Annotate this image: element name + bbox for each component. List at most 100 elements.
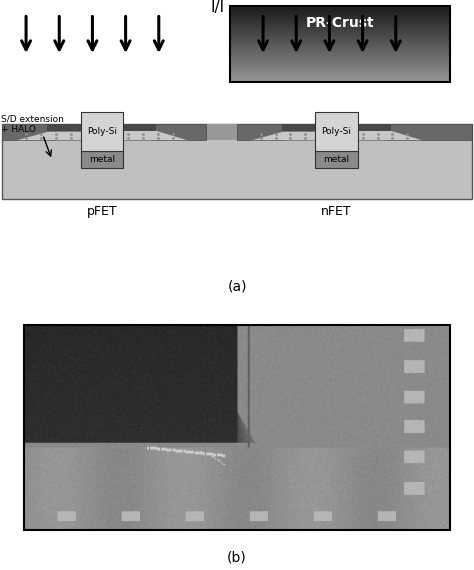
Bar — [230, 64, 450, 65]
Bar — [230, 39, 450, 40]
Text: I/I: I/I — [211, 0, 225, 15]
Bar — [230, 51, 450, 53]
Bar — [230, 25, 450, 26]
Bar — [230, 38, 450, 39]
Bar — [230, 58, 450, 60]
Bar — [230, 32, 450, 33]
Bar — [230, 11, 450, 12]
Bar — [230, 77, 450, 79]
Bar — [230, 75, 450, 76]
Bar — [230, 43, 450, 44]
Bar — [230, 34, 450, 35]
Bar — [230, 36, 450, 37]
Bar — [230, 57, 450, 58]
Bar — [230, 30, 450, 31]
Bar — [230, 39, 450, 41]
Bar — [230, 76, 450, 78]
Text: metal: metal — [323, 155, 350, 164]
Bar — [230, 53, 450, 54]
Bar — [230, 35, 450, 36]
Bar — [230, 8, 450, 9]
Bar — [230, 31, 450, 32]
Bar — [230, 59, 450, 60]
Bar — [230, 13, 450, 14]
Bar — [230, 21, 450, 22]
Bar — [230, 74, 450, 75]
Bar — [230, 9, 450, 11]
Bar — [315, 151, 358, 168]
Bar — [230, 76, 450, 77]
Bar — [230, 67, 450, 69]
Bar — [230, 6, 450, 7]
Bar — [230, 79, 450, 81]
Bar — [230, 51, 450, 52]
Bar — [230, 55, 450, 56]
Bar — [230, 72, 450, 74]
Text: (a): (a) — [227, 280, 247, 294]
Bar — [230, 64, 450, 66]
Bar — [230, 9, 450, 10]
Bar — [230, 55, 450, 56]
Bar — [230, 48, 450, 50]
Bar — [230, 30, 450, 32]
Bar — [230, 6, 450, 82]
Polygon shape — [358, 131, 424, 140]
Bar — [230, 7, 450, 9]
Bar — [230, 56, 450, 58]
Bar — [237, 124, 284, 140]
Bar — [230, 52, 450, 54]
Bar — [230, 41, 450, 42]
Bar — [230, 22, 450, 23]
Bar — [230, 69, 450, 70]
Bar — [47, 124, 81, 131]
Bar — [230, 79, 450, 80]
Polygon shape — [14, 131, 81, 140]
Bar — [230, 15, 450, 17]
Bar — [152, 124, 206, 140]
Bar — [230, 14, 450, 16]
Bar — [230, 70, 450, 71]
Bar — [230, 21, 450, 23]
Text: Poly-Si: Poly-Si — [87, 127, 117, 136]
Bar — [230, 12, 450, 14]
Bar — [230, 6, 450, 7]
Bar — [230, 25, 450, 26]
Bar — [230, 49, 450, 51]
Bar — [230, 26, 450, 27]
Bar — [230, 44, 450, 46]
Bar — [230, 46, 450, 47]
Bar — [230, 34, 450, 35]
Bar — [230, 27, 450, 28]
Text: metal: metal — [89, 155, 115, 164]
Bar — [230, 62, 450, 63]
Bar — [282, 124, 315, 131]
Bar — [230, 62, 450, 63]
Bar — [2, 124, 472, 200]
Polygon shape — [249, 131, 315, 140]
Bar — [81, 151, 123, 168]
Bar — [230, 72, 450, 74]
Text: nFET: nFET — [321, 205, 352, 218]
Bar — [230, 60, 450, 62]
Bar — [230, 29, 450, 30]
Polygon shape — [123, 131, 190, 140]
Bar — [230, 74, 450, 75]
Text: (b): (b) — [227, 551, 247, 564]
Bar — [230, 20, 450, 21]
Bar — [230, 14, 450, 15]
Bar — [230, 42, 450, 43]
Bar — [230, 66, 450, 67]
Bar — [230, 67, 450, 68]
Bar — [230, 65, 450, 67]
Bar — [230, 50, 450, 51]
Bar — [384, 124, 472, 140]
Bar — [230, 60, 450, 61]
Bar — [230, 19, 450, 21]
Bar — [230, 78, 450, 79]
Bar — [123, 124, 156, 131]
Bar — [230, 37, 450, 39]
Bar — [230, 68, 450, 70]
Bar — [230, 18, 450, 19]
Bar — [230, 23, 450, 24]
Bar — [230, 63, 450, 64]
